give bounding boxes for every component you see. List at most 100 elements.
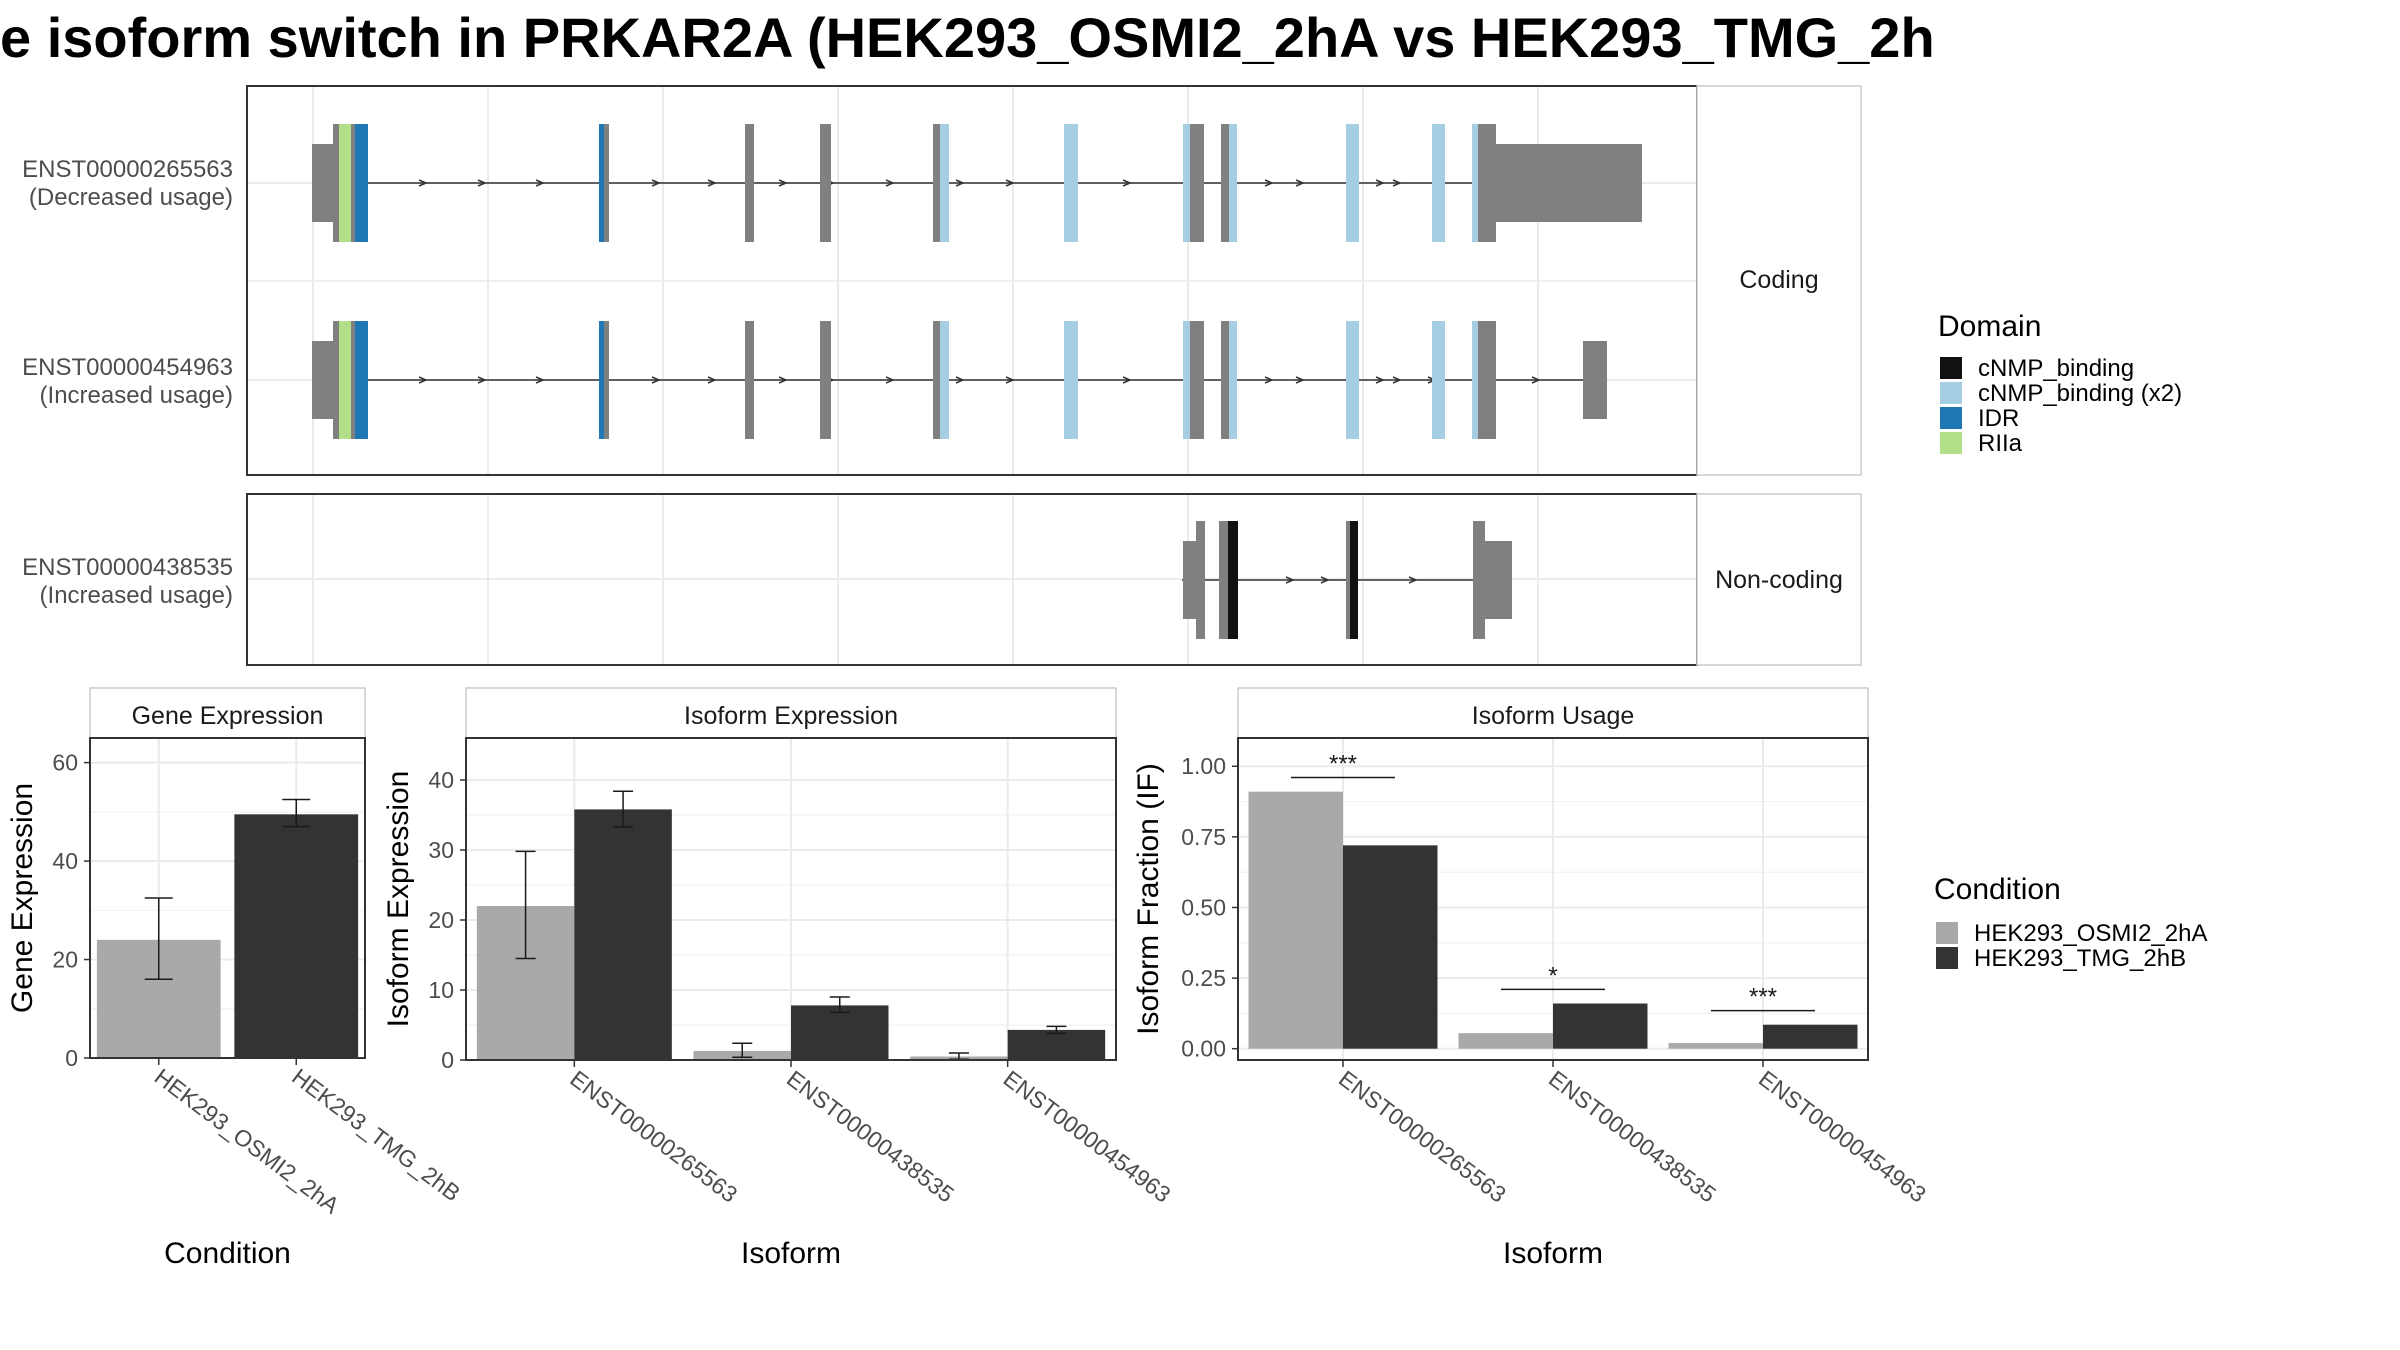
bar — [1458, 1033, 1553, 1049]
intron-arrow — [1295, 376, 1305, 384]
panel-strip — [89, 687, 366, 739]
significance-label: *** — [1329, 751, 1357, 778]
transcript-structure-panel: Coding Non-coding ENST00000265563 (Decre… — [22, 85, 1862, 666]
intron-arrow — [1285, 576, 1295, 584]
intron-arrow — [1264, 376, 1274, 384]
y-tick-label: 1.00 — [1181, 753, 1226, 779]
exon — [1190, 124, 1204, 242]
utr-exon — [312, 144, 336, 222]
intron-arrow — [885, 179, 895, 187]
intron-arrow — [778, 376, 788, 384]
legend-label-condition-a: HEK293_OSMI2_2hA — [1974, 920, 2207, 947]
x-tick-label: ENST00000265563 — [565, 1065, 742, 1207]
domain-cnmp-binding-x2 — [1432, 321, 1445, 439]
transcript-label-454963: ENST00000454963 — [22, 354, 233, 381]
y-tick-label: 10 — [428, 977, 454, 1003]
intron-arrow — [1295, 179, 1305, 187]
exon — [1473, 521, 1485, 639]
y-tick-label: 40 — [52, 848, 78, 874]
intron-arrow — [477, 376, 487, 384]
y-tick-label: 20 — [428, 907, 454, 933]
domain-riia — [339, 321, 351, 439]
y-tick-label: 30 — [428, 837, 454, 863]
domain-cnmp-binding-x2 — [1064, 321, 1078, 439]
bar — [791, 1005, 889, 1060]
intron-arrow — [418, 179, 428, 187]
y-axis-title: Isoform Expression — [382, 771, 415, 1028]
intron-arrow — [1392, 376, 1402, 384]
transcript-usage-438535: (Increased usage) — [40, 582, 233, 609]
bar — [1248, 791, 1343, 1049]
y-tick-label: 40 — [428, 767, 454, 793]
domain-cnmp-binding-x2 — [940, 321, 949, 439]
y-tick-label: 0.75 — [1181, 824, 1226, 850]
legend-label-riia: RIIa — [1978, 430, 2023, 457]
exon — [1478, 124, 1496, 242]
exon — [333, 321, 339, 439]
y-tick-label: 20 — [52, 947, 78, 973]
legend-key-cnmp-binding — [1940, 357, 1962, 379]
significance-label: *** — [1749, 984, 1777, 1011]
intron-arrow — [707, 179, 717, 187]
domain-cnmp-binding-x2 — [1432, 124, 1445, 242]
isoform-expression-chart: Isoform Expression 0 10 20 30 40 ENST000002655… — [382, 687, 1176, 1270]
y-tick-label: 0 — [441, 1047, 454, 1073]
domain-riia — [339, 124, 351, 242]
significance-label: * — [1548, 962, 1557, 989]
exon — [745, 321, 754, 439]
domain-cnmp-binding-x2 — [1472, 321, 1478, 439]
utr-exon — [1183, 541, 1199, 619]
legend-label-cnmp-binding-x2: cNMP_binding (x2) — [1978, 380, 2182, 407]
legend-label-cnmp-binding: cNMP_binding — [1978, 355, 2134, 382]
exon — [820, 124, 831, 242]
domain-idr — [355, 124, 368, 242]
y-axis-title: Isoform Fraction (IF) — [1132, 763, 1165, 1035]
intron-arrow — [885, 376, 895, 384]
exon — [604, 321, 609, 439]
x-tick-label: ENST00000438535 — [1544, 1065, 1721, 1207]
panel-title: Isoform Expression — [684, 702, 898, 730]
exon — [933, 124, 940, 242]
utr-exon — [1583, 341, 1607, 419]
y-tick-label: 0.25 — [1181, 965, 1226, 991]
intron-arrow — [1392, 179, 1402, 187]
exon — [1221, 124, 1230, 242]
exon — [1190, 321, 1204, 439]
exon — [333, 124, 339, 242]
domain-cnmp-binding-x2 — [1472, 124, 1478, 242]
bar — [1343, 845, 1438, 1049]
exon — [1478, 321, 1496, 439]
coding-strip — [1696, 85, 1862, 476]
legend-label-idr: IDR — [1978, 405, 2019, 432]
noncoding-strip — [1696, 493, 1862, 666]
utr-exon — [312, 341, 336, 419]
y-tick-label: 0.00 — [1181, 1036, 1226, 1062]
transcript-label-265563: ENST00000265563 — [22, 156, 233, 183]
legend-key-cnmp-binding-x2 — [1940, 382, 1962, 404]
y-axis-title: Gene Expression — [6, 783, 39, 1013]
intron-arrow — [477, 179, 487, 187]
bar — [234, 814, 359, 1058]
intron-arrow — [1320, 576, 1330, 584]
legend-key-condition-b — [1936, 947, 1958, 969]
x-tick-label: ENST00000265563 — [1334, 1065, 1511, 1207]
intron-arrow — [418, 376, 428, 384]
x-tick-label: ENST00000454963 — [1754, 1065, 1931, 1207]
domain-cnmp-binding-x2 — [1229, 321, 1237, 439]
bar — [1553, 1003, 1648, 1049]
intron-arrow — [778, 179, 788, 187]
bar — [574, 809, 672, 1060]
bar — [1763, 1024, 1858, 1049]
exon — [604, 124, 609, 242]
utr-exon — [1495, 144, 1642, 222]
domain-cnmp-binding — [1228, 521, 1238, 639]
domain-cnmp-binding-x2 — [1346, 321, 1359, 439]
bar — [1007, 1029, 1106, 1060]
domain-cnmp-binding-x2 — [940, 124, 949, 242]
intron-arrow — [535, 179, 545, 187]
intron-arrow — [1375, 179, 1385, 187]
domain-legend: Domain cNMP_binding cNMP_binding (x2) ID… — [1938, 310, 2182, 457]
x-tick-label: ENST00000454963 — [999, 1065, 1176, 1207]
transcript-tracks — [312, 124, 1642, 639]
